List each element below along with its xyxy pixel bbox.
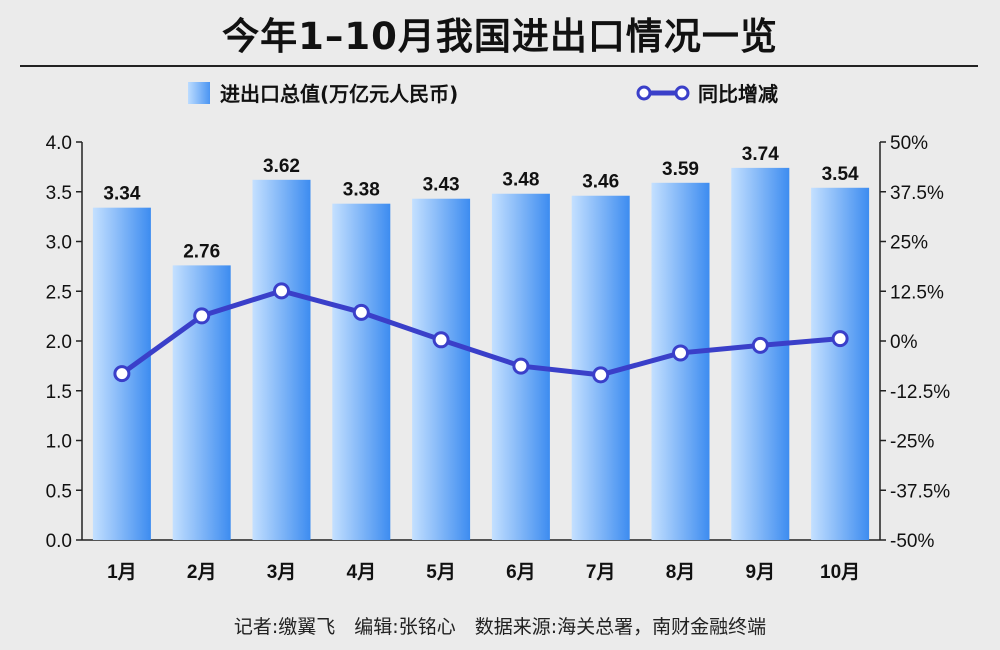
- y-left-tick-label: 3.5: [46, 183, 72, 204]
- bar-value-label: 3.46: [582, 172, 619, 193]
- x-tick-label: 7月: [586, 562, 616, 583]
- y-right-tick-label: -25%: [890, 432, 934, 453]
- y-left-tick-label: 4.0: [46, 133, 72, 154]
- x-tick-label: 1月: [107, 562, 137, 583]
- y-right-tick-label: 25%: [890, 233, 928, 254]
- x-tick-label: 2月: [187, 562, 217, 583]
- y-right-tick-label: -12.5%: [890, 382, 950, 403]
- legend-line-label: 同比增减: [698, 82, 778, 106]
- x-tick-label: 6月: [506, 562, 536, 583]
- bar-value-label: 3.38: [343, 180, 380, 201]
- y-left-tick-label: 1.0: [46, 432, 72, 453]
- y-right-tick-label: -50%: [890, 531, 934, 552]
- yoy-point: [751, 336, 769, 354]
- y-right-tick-label: -37.5%: [890, 481, 950, 502]
- bar: [172, 265, 231, 540]
- bar-value-label: 3.62: [263, 156, 300, 177]
- legend-item-line: 同比增减: [636, 78, 778, 107]
- x-tick-label: 3月: [267, 562, 297, 583]
- legend-bar-label: 进出口总值(万亿元人民币): [220, 82, 459, 106]
- y-right-tick-label: 12.5%: [890, 282, 944, 303]
- legend-line-marker-icon: [636, 85, 690, 100]
- bar-value-label: 3.54: [822, 164, 859, 185]
- bar: [731, 167, 790, 540]
- y-right-tick-label: 50%: [890, 133, 928, 154]
- y-left-tick-label: 0.5: [46, 481, 72, 502]
- yoy-point: [512, 357, 530, 375]
- yoy-point: [352, 303, 370, 321]
- yoy-point: [193, 307, 211, 325]
- yoy-line: [120, 288, 841, 378]
- title-divider: [20, 65, 978, 67]
- y-right-tick-label: 37.5%: [890, 183, 944, 204]
- bar: [332, 203, 391, 540]
- yoy-point: [113, 365, 131, 383]
- yoy-point: [273, 282, 290, 300]
- yoy-point: [432, 331, 450, 349]
- chart-title: 今年1–10月我国进出口情况一览: [222, 15, 778, 58]
- y-left-tick-label: 3.0: [46, 233, 72, 254]
- x-tick-label: 4月: [347, 562, 377, 583]
- yoy-point: [592, 366, 610, 384]
- bar: [811, 187, 870, 540]
- y-left-tick-label: 2.5: [46, 282, 72, 303]
- bar-value-label: 3.43: [423, 175, 460, 196]
- bar: [252, 179, 311, 540]
- x-tick-label: 9月: [746, 562, 776, 583]
- x-tick-label: 10月: [820, 562, 860, 583]
- y-right-tick-label: 0%: [890, 332, 918, 353]
- bar: [412, 198, 471, 540]
- y-left-tick-label: 0.0: [46, 531, 72, 552]
- bar-value-label: 3.74: [742, 144, 779, 165]
- bar-value-label: 3.59: [662, 159, 699, 180]
- legend-item-bars: 进出口总值(万亿元人民币): [188, 78, 458, 107]
- y-left-tick-label: 1.5: [46, 382, 72, 403]
- footer-credits: 记者:缴翼飞 编辑:张铭心 数据来源:海关总署，南财金融终端: [233, 616, 767, 638]
- yoy-point: [831, 330, 849, 348]
- x-tick-label: 5月: [426, 562, 456, 583]
- bar-value-label: 3.34: [103, 184, 140, 205]
- legend-bar-swatch: [188, 81, 210, 104]
- yoy-point: [672, 344, 689, 362]
- bar-value-label: 3.48: [502, 170, 539, 191]
- y-left-tick-label: 2.0: [46, 332, 72, 353]
- bar-value-label: 2.76: [183, 241, 220, 262]
- x-tick-label: 8月: [666, 562, 696, 583]
